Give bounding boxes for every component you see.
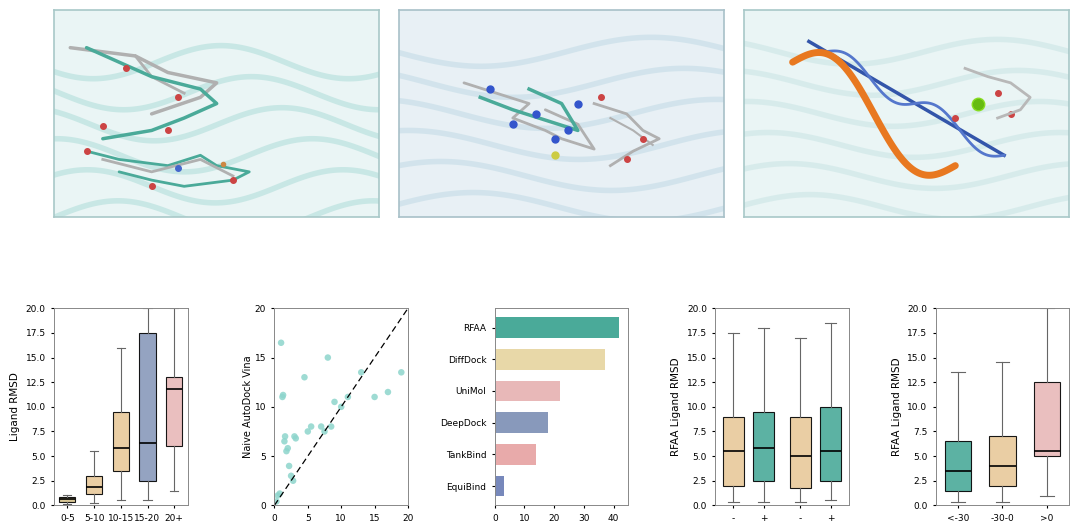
Point <box>352 368 369 377</box>
PathPatch shape <box>59 497 76 502</box>
Point <box>279 444 296 452</box>
Point <box>274 393 292 401</box>
Bar <box>495 381 561 401</box>
PathPatch shape <box>86 476 103 493</box>
PathPatch shape <box>989 437 1016 486</box>
PathPatch shape <box>820 407 841 481</box>
Point <box>312 423 329 431</box>
Point <box>299 427 316 436</box>
Point <box>333 403 350 411</box>
Point <box>283 472 300 480</box>
Point <box>339 393 356 401</box>
Y-axis label: Naive AutoDock Vina: Naive AutoDock Vina <box>243 355 253 458</box>
Point <box>315 427 333 436</box>
Point <box>320 353 337 362</box>
Y-axis label: RFAA Ligand RMSD: RFAA Ligand RMSD <box>671 357 681 456</box>
Point <box>287 434 305 442</box>
Y-axis label: Ligand RMSD: Ligand RMSD <box>10 373 21 441</box>
Point <box>278 447 295 455</box>
Point <box>271 489 288 498</box>
Point <box>269 491 286 500</box>
PathPatch shape <box>789 417 811 488</box>
Bar <box>495 317 620 338</box>
Point <box>272 339 289 347</box>
Point <box>268 497 285 505</box>
PathPatch shape <box>723 417 744 486</box>
Point <box>326 398 343 406</box>
PathPatch shape <box>166 377 183 446</box>
Point <box>284 477 301 485</box>
Point <box>275 437 293 445</box>
Point <box>296 373 313 381</box>
Bar <box>495 413 549 433</box>
Y-axis label: RFAA Ligand RMSD: RFAA Ligand RMSD <box>892 357 902 456</box>
PathPatch shape <box>112 412 129 471</box>
Bar <box>495 444 537 465</box>
Point <box>274 391 292 399</box>
PathPatch shape <box>139 333 156 481</box>
Point <box>366 393 383 401</box>
Point <box>323 423 340 431</box>
PathPatch shape <box>753 412 774 481</box>
Point <box>281 462 298 470</box>
Bar <box>495 349 605 369</box>
Point <box>276 432 294 441</box>
Point <box>393 368 410 377</box>
PathPatch shape <box>1034 382 1061 456</box>
Bar <box>495 476 503 497</box>
Point <box>379 388 396 396</box>
Point <box>286 432 303 441</box>
PathPatch shape <box>945 441 971 491</box>
Point <box>302 423 320 431</box>
